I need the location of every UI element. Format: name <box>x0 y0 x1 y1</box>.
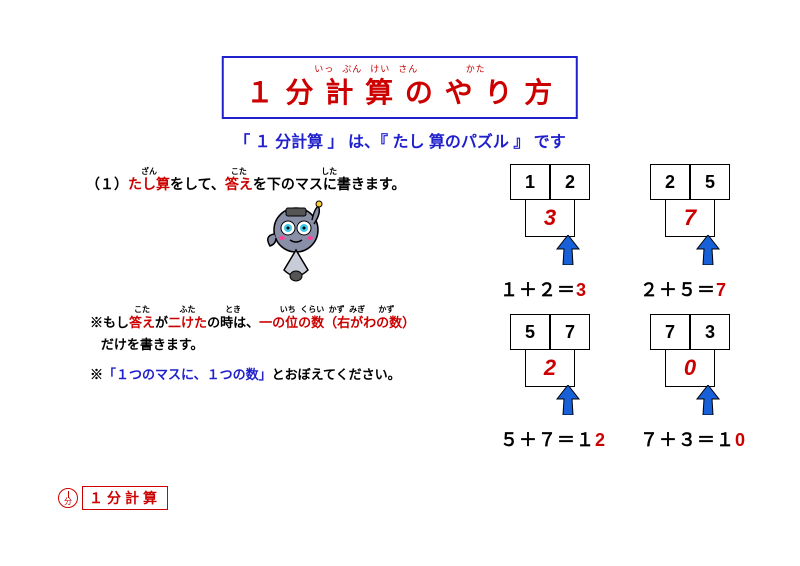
cell-a: 7 <box>650 314 690 350</box>
cell-a: 2 <box>650 164 690 200</box>
note-two-digit: ※もしこた答えがふた二けたときの時は、いち くらい かず みぎ かず一の位の数（… <box>90 306 470 356</box>
cell-b: 7 <box>550 314 590 350</box>
equation: ７＋３＝１0 <box>640 426 770 452</box>
footer-logo: 分 １分計算 <box>58 486 168 510</box>
cell-b: 3 <box>690 314 730 350</box>
cell-a: 5 <box>510 314 550 350</box>
arrow-up-icon <box>695 385 770 420</box>
arrow-up-icon <box>555 235 630 270</box>
answer-cell: 0 <box>665 349 715 387</box>
cell-b: 5 <box>690 164 730 200</box>
example-3: 572 ５＋７＝１2 <box>500 314 630 452</box>
input-cells: 73 <box>650 314 770 350</box>
footer-label: １分計算 <box>82 486 168 510</box>
input-cells: 25 <box>650 164 770 200</box>
input-cells: 57 <box>510 314 630 350</box>
input-cells: 12 <box>510 164 630 200</box>
equation: ２＋５＝7 <box>640 276 770 302</box>
example-4: 730 ７＋３＝１0 <box>640 314 770 452</box>
subtitle: 「 １ 分計算 」 は、『 たし 算のパズル 』 です <box>234 128 566 152</box>
example-1: 123 １＋２＝3 <box>500 164 630 302</box>
example-2: 257 ２＋５＝7 <box>640 164 770 302</box>
cell-b: 2 <box>550 164 590 200</box>
answer-cell: 2 <box>525 349 575 387</box>
title-box: いっぷん けいさん かた １ 分 計 算 の や り 方 <box>222 56 578 119</box>
equation: ５＋７＝１2 <box>500 426 630 452</box>
note-one-per-cell: ※「１つのマスに、１つの数」とおぼえてください。 <box>90 364 401 383</box>
title-text: １ 分 計 算 の や り 方 <box>246 71 554 111</box>
answer-cell: 3 <box>525 199 575 237</box>
arrow-up-icon <box>695 235 770 270</box>
instruction-1: （１）ざんたし算をして、こた答えしたを下のマスに書きます。 <box>86 168 406 194</box>
cell-a: 1 <box>510 164 550 200</box>
equation: １＋２＝3 <box>500 276 630 302</box>
clock-icon: 分 <box>58 488 78 508</box>
arrow-up-icon <box>555 385 630 420</box>
mascot-character <box>256 194 336 284</box>
answer-cell: 7 <box>665 199 715 237</box>
